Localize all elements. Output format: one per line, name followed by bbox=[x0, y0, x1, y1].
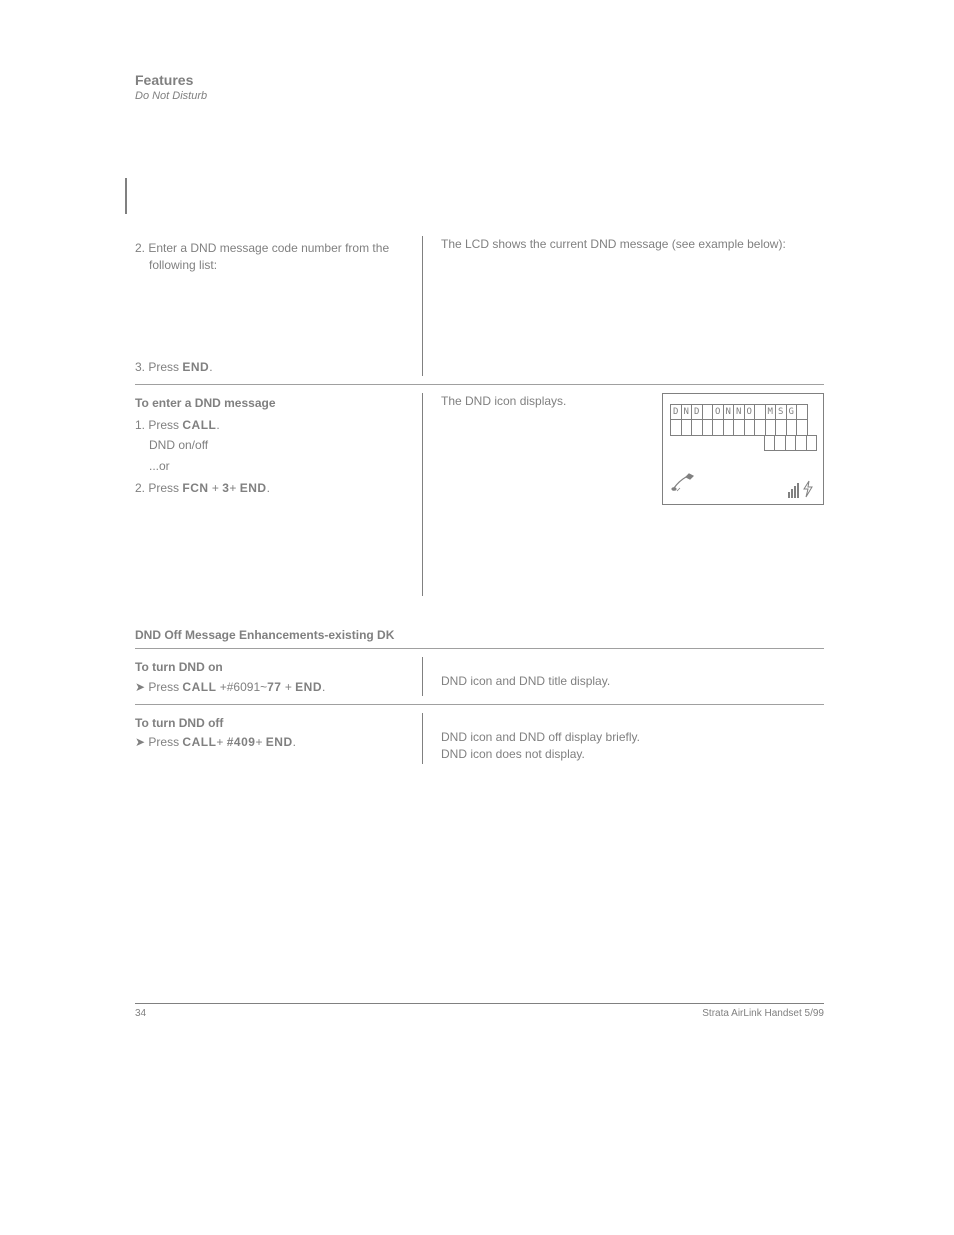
dnd-off-step: ➤ Press CALL+ #409+ END. bbox=[135, 734, 404, 751]
right-text-1: DND icon and DND off display briefly. bbox=[441, 729, 824, 746]
lcd-cell bbox=[806, 435, 818, 451]
dnd-on-title: To turn DND on bbox=[135, 657, 404, 676]
lcd-sub-row bbox=[671, 436, 817, 451]
post: + bbox=[255, 735, 265, 749]
dnd-off-title: To turn DND off bbox=[135, 713, 404, 732]
s2-sep: + bbox=[209, 481, 223, 495]
mid: +#6091~ bbox=[216, 680, 267, 694]
block-enter-dnd: To enter a DND message 1. Press CALL. DN… bbox=[135, 384, 824, 604]
pre: Press bbox=[148, 680, 182, 694]
right-text: DND icon and DND title display. bbox=[441, 673, 824, 690]
running-subhead: Do Not Disturb bbox=[135, 90, 207, 102]
end-key: END bbox=[182, 360, 209, 374]
s2-end: . bbox=[267, 481, 270, 495]
arrow-icon: ➤ bbox=[135, 680, 148, 694]
lcd-sub-block bbox=[765, 435, 818, 451]
right-text-2: DND icon does not display. bbox=[441, 746, 824, 763]
sub-line-a: DND on/off bbox=[135, 437, 404, 454]
step-1: 1. Press CALL. bbox=[135, 417, 404, 434]
sub-title: To enter a DND message bbox=[135, 393, 404, 412]
step1-post: . bbox=[216, 418, 219, 432]
left-col: 2. Enter a DND message code number from … bbox=[135, 236, 423, 376]
end: . bbox=[293, 735, 296, 749]
post: + bbox=[281, 680, 295, 694]
left-col: To enter a DND message 1. Press CALL. DN… bbox=[135, 393, 423, 596]
feature-title: DND Off Message Enhancements-existing DK bbox=[135, 628, 824, 642]
s2-pre: 2. Press bbox=[135, 481, 182, 495]
step-2: 2. Enter a DND message code number from … bbox=[135, 240, 404, 275]
lcd-cell bbox=[796, 404, 808, 420]
signal-bar bbox=[797, 483, 799, 498]
step-2: 2. Press FCN + 3+ END. bbox=[135, 480, 404, 497]
signal-bar bbox=[788, 492, 790, 498]
call-key: CALL bbox=[182, 680, 216, 694]
running-head: Features bbox=[135, 72, 193, 88]
left-col: To turn DND off ➤ Press CALL+ #409+ END. bbox=[135, 713, 423, 764]
phone-offhook-icon bbox=[671, 471, 697, 498]
header-rule bbox=[125, 178, 127, 214]
lcd-display: DNDONNOMSG bbox=[662, 393, 824, 505]
block-dnd-off: To turn DND off ➤ Press CALL+ #409+ END.… bbox=[135, 704, 824, 772]
block-dnd-steps: 2. Enter a DND message code number from … bbox=[135, 228, 824, 384]
s2-post: + bbox=[229, 481, 239, 495]
signal-icon bbox=[788, 480, 815, 498]
end-key: END bbox=[295, 680, 322, 694]
right-col: DND icon and DND off display briefly. DN… bbox=[423, 713, 824, 764]
step3-post: . bbox=[209, 360, 212, 374]
right-col: The DND icon displays. DNDONNOMSG bbox=[423, 393, 824, 596]
signal-bar bbox=[794, 486, 796, 498]
call-key: CALL bbox=[182, 735, 216, 749]
step1-pre: 1. Press bbox=[135, 418, 182, 432]
num-key: 77 bbox=[267, 680, 281, 694]
lcd-icons bbox=[671, 474, 815, 498]
code-key: #409 bbox=[227, 735, 256, 749]
lightning-icon bbox=[801, 480, 815, 498]
fcn-key: FCN bbox=[182, 481, 208, 495]
call-key: CALL bbox=[182, 418, 216, 432]
mid: + bbox=[216, 735, 226, 749]
right-col: DND icon and DND title display. bbox=[423, 657, 824, 696]
sub-or: ...or bbox=[135, 458, 404, 475]
lcd-lower-row bbox=[671, 420, 817, 436]
right-col: The LCD shows the current DND message (s… bbox=[423, 236, 824, 376]
lcd-upper: DNDONNOMSG bbox=[671, 404, 817, 436]
right-text: The LCD shows the current DND message (s… bbox=[441, 236, 824, 253]
signal-bar bbox=[791, 489, 793, 498]
arrow-icon: ➤ bbox=[135, 735, 148, 749]
footer-title: Strata AirLink Handset 5/99 bbox=[702, 1008, 824, 1019]
spacer bbox=[441, 657, 824, 673]
left-col: To turn DND on ➤ Press CALL +#6091~77 + … bbox=[135, 657, 423, 696]
dnd-on-step: ➤ Press CALL +#6091~77 + END. bbox=[135, 679, 404, 696]
pre: Press bbox=[148, 735, 182, 749]
end: . bbox=[322, 680, 325, 694]
spacer bbox=[441, 713, 824, 729]
page-number: 34 bbox=[135, 1008, 146, 1019]
spacer bbox=[135, 275, 404, 355]
lcd-cell bbox=[796, 420, 808, 436]
end-key: END bbox=[240, 481, 267, 495]
step3-pre: 3. Press bbox=[135, 360, 182, 374]
footer: 34 Strata AirLink Handset 5/99 bbox=[135, 1003, 824, 1019]
block-dnd-on: To turn DND on ➤ Press CALL +#6091~77 + … bbox=[135, 648, 824, 704]
lcd-char-row: DNDONNOMSG bbox=[671, 404, 817, 420]
end-key: END bbox=[266, 735, 293, 749]
main-content: 2. Enter a DND message code number from … bbox=[135, 228, 824, 772]
step-3: 3. Press END. bbox=[135, 359, 404, 376]
